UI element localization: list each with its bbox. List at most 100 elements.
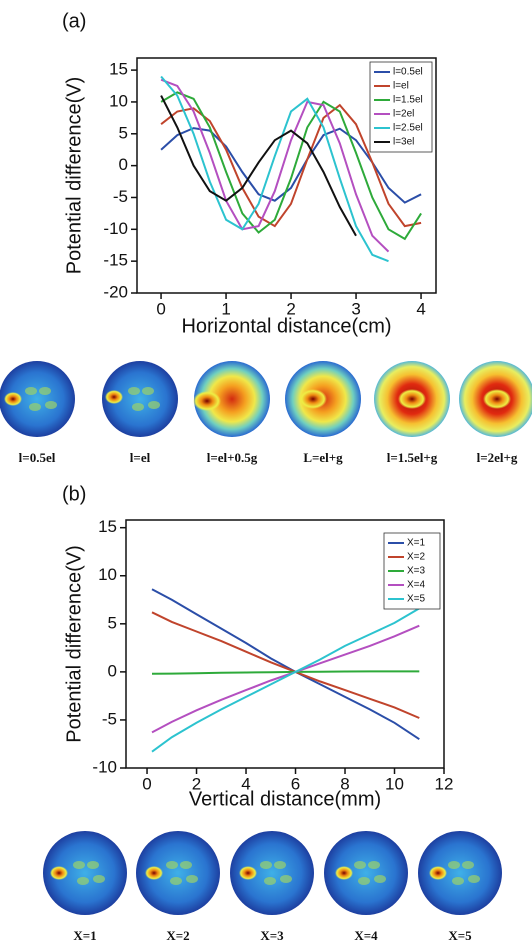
- thumbnail-label: l=el: [130, 450, 151, 465]
- x-tick-label: 0: [156, 299, 165, 318]
- x-axis-title: Vertical distance(mm): [189, 788, 381, 810]
- heatmap-blob: [468, 875, 480, 883]
- heatmap-spot: [398, 389, 426, 409]
- x-tick-label: 2: [192, 774, 201, 793]
- x-tick-label: 4: [416, 299, 425, 318]
- data-line: [160, 95, 357, 237]
- legend-label: X=3: [407, 566, 426, 577]
- heatmap-blob: [25, 387, 37, 395]
- legend-label: l=0.5el: [393, 67, 423, 78]
- heatmap-spot: [239, 866, 257, 880]
- y-tick-label: 15: [98, 517, 117, 536]
- legend-label: l=2el: [393, 109, 414, 120]
- heatmap-spot: [335, 866, 353, 880]
- heatmap-image: [136, 831, 220, 915]
- heatmap-blob: [448, 861, 460, 869]
- heatmap-blob: [39, 387, 51, 395]
- x-tick-label: 4: [241, 774, 250, 793]
- thumbnail-label: X=2: [166, 928, 189, 943]
- heatmap-blob: [142, 387, 154, 395]
- x-tick-label: 1: [221, 299, 230, 318]
- heatmap-spot: [483, 389, 511, 409]
- legend-label: X=1: [407, 538, 426, 549]
- heatmap-blob: [374, 875, 386, 883]
- heatmap-blob: [452, 877, 464, 885]
- heatmap-image: [194, 361, 270, 437]
- thumbnail-label: X=1: [73, 928, 96, 943]
- heatmap-blob: [132, 403, 144, 411]
- heatmap-blob: [462, 861, 474, 869]
- heatmap-blob: [166, 861, 178, 869]
- y-tick-label: -5: [113, 187, 128, 206]
- data-line: [160, 127, 422, 204]
- thumbnail-label: l=el+0.5g: [207, 450, 258, 465]
- legend-label: l=2.5el: [393, 123, 423, 134]
- heatmap-spot: [145, 866, 163, 880]
- y-tick-label: 0: [119, 155, 128, 174]
- thumbnail-label: L=el+g: [303, 450, 343, 465]
- heatmap-image: [0, 361, 75, 437]
- heatmap-blob: [77, 877, 89, 885]
- heatmap-spot: [4, 392, 22, 406]
- legend-label: l=1.5el: [393, 95, 423, 106]
- y-tick-label: 5: [108, 613, 117, 632]
- heatmap-blob: [368, 861, 380, 869]
- thumbnail-label: l=2el+g: [477, 450, 518, 465]
- thumbnail-label: X=3: [260, 928, 284, 943]
- heatmap-blob: [148, 401, 160, 409]
- heatmap-blob: [186, 875, 198, 883]
- data-line: [151, 611, 420, 719]
- heatmap-spot: [105, 390, 123, 404]
- legend-label: l=el: [393, 81, 409, 92]
- y-axis-title: Potential difference(V): [63, 545, 85, 743]
- legend-label: X=2: [407, 552, 426, 563]
- heatmap-blob: [260, 861, 272, 869]
- heatmap-blob: [274, 861, 286, 869]
- heatmap-image: [102, 361, 178, 437]
- heatmap-blob: [180, 861, 192, 869]
- x-tick-label: 3: [351, 299, 360, 318]
- y-tick-label: 10: [109, 91, 128, 110]
- y-tick-label: 5: [119, 123, 128, 142]
- y-tick-label: 15: [109, 60, 128, 79]
- data-line: [151, 588, 420, 741]
- heatmap-blob: [93, 875, 105, 883]
- panel-label: (a): [62, 10, 86, 32]
- x-tick-label: 8: [340, 774, 349, 793]
- heatmap-spot: [193, 391, 221, 411]
- heatmap-image: [43, 831, 127, 915]
- y-axis-title: Potential difference(V): [63, 77, 85, 275]
- legend-box: [369, 61, 433, 153]
- heatmap-image: [324, 831, 408, 915]
- heatmap-blob: [264, 877, 276, 885]
- thumbnail-label: l=1.5el+g: [387, 450, 438, 465]
- plot-frame: [136, 57, 437, 294]
- heatmap-image: [418, 831, 502, 915]
- heatmap-blob: [128, 387, 140, 395]
- data-line: [160, 75, 389, 263]
- legend-label: X=5: [407, 594, 426, 605]
- heatmap-blob: [280, 875, 292, 883]
- heatmap-spot: [50, 866, 68, 880]
- y-tick-label: 10: [98, 565, 117, 584]
- data-line: [160, 91, 422, 241]
- x-tick-label: 0: [142, 774, 151, 793]
- legend-label: l=3el: [393, 137, 414, 148]
- heatmap-spot: [429, 866, 447, 880]
- x-tick-label: 10: [385, 774, 404, 793]
- data-line: [151, 670, 420, 675]
- heatmap-image: [230, 831, 314, 915]
- heatmap-blob: [73, 861, 85, 869]
- x-tick-label: 2: [286, 299, 295, 318]
- data-line: [151, 624, 420, 734]
- heatmap-blob: [29, 403, 41, 411]
- x-axis-title: Horizontal distance(cm): [181, 315, 391, 337]
- heatmap-blob: [170, 877, 182, 885]
- y-tick-label: 0: [108, 661, 117, 680]
- thumbnail-label: l=0.5el: [19, 450, 56, 465]
- plot-frame: [125, 519, 445, 769]
- y-tick-label: -5: [102, 709, 117, 728]
- legend-label: X=4: [407, 580, 426, 591]
- x-tick-label: 6: [291, 774, 300, 793]
